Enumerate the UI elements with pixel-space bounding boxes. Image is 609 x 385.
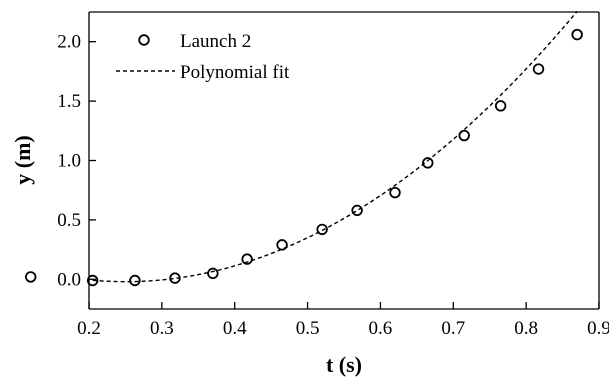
data-point	[241, 253, 253, 265]
data-point	[458, 129, 470, 142]
x-tick-label: 0.2	[77, 318, 101, 339]
data-point	[86, 274, 99, 287]
x-axis-title: t (s)	[326, 352, 362, 377]
series-markers	[86, 28, 583, 287]
data-point	[422, 157, 434, 169]
y-axis-title: y (m)	[10, 135, 35, 184]
y-tick-label: 0.0	[57, 269, 81, 290]
data-point	[389, 186, 401, 199]
x-tick-label: 0.9	[587, 318, 609, 339]
legend: Launch 2 Polynomial fit	[116, 31, 290, 83]
x-tick-label: 0.5	[296, 318, 320, 339]
legend-label-launch: Launch 2	[180, 31, 251, 52]
x-tick-label: 0.6	[369, 318, 393, 339]
x-tick-label: 0.3	[150, 318, 174, 339]
data-point	[351, 204, 363, 217]
data-point	[316, 223, 328, 236]
y-tick-label: 2.0	[57, 32, 81, 53]
data-point	[276, 239, 288, 251]
data-point	[129, 274, 141, 287]
series-fit-line	[92, 10, 578, 283]
extra-markers	[25, 271, 37, 283]
y-tick-label: 1.5	[57, 91, 81, 112]
plot-area	[88, 11, 600, 310]
x-tick-label: 0.7	[441, 318, 465, 339]
data-point	[532, 63, 545, 75]
x-tick-label: 0.8	[514, 318, 538, 339]
y-tick-label: 1.0	[57, 151, 81, 172]
data-point	[571, 28, 583, 41]
x-ticks: 0.2 0.3 0.4 0.5 0.6 0.7 0.8 0.9	[77, 302, 609, 339]
legend-label-fit: Polynomial fit	[180, 62, 290, 83]
extra-data-point	[25, 271, 37, 283]
data-point	[207, 267, 219, 280]
legend-marker-circle	[138, 34, 150, 46]
x-tick-label: 0.4	[223, 318, 247, 339]
data-point	[494, 100, 507, 112]
data-point	[169, 272, 181, 284]
y-ticks: 0.0 0.5 1.0 1.5 2.0	[57, 32, 96, 290]
y-tick-label: 0.5	[57, 210, 81, 231]
